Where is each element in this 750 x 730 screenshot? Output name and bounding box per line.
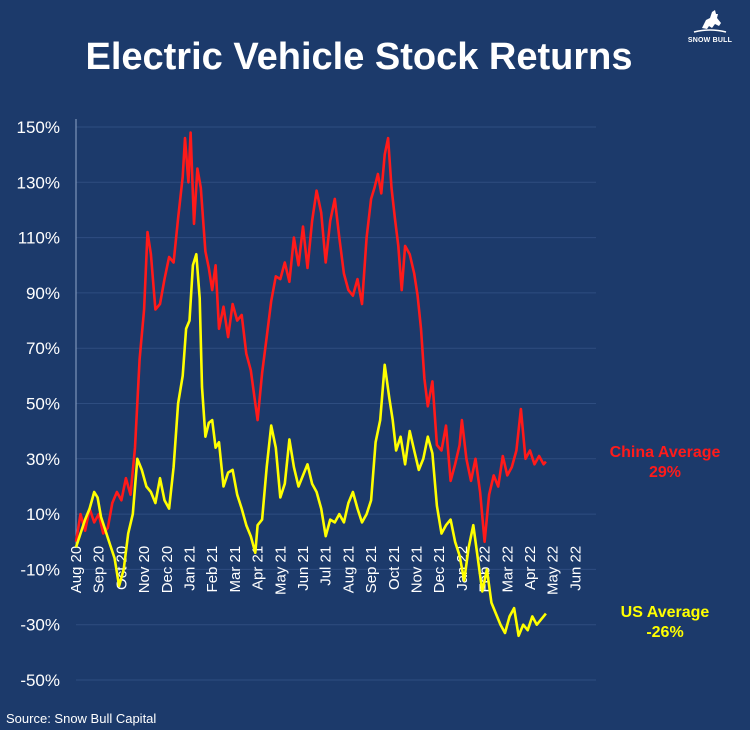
y-tick-label: -50%: [20, 671, 60, 690]
logo-text: SNOW BULL: [687, 37, 733, 44]
x-tick-label: Dec 20: [159, 546, 176, 594]
x-tick-label: Dec 21: [431, 546, 448, 594]
x-tick-label: Nov 20: [136, 546, 153, 594]
y-tick-label: 150%: [17, 118, 60, 137]
y-tick-label: -10%: [20, 560, 60, 579]
x-tick-label: Jan 21: [182, 546, 199, 591]
x-tick-label: Mar 22: [499, 546, 516, 593]
x-tick-label: Mar 21: [227, 546, 244, 593]
x-tick-label: Oct 21: [386, 546, 403, 590]
x-tick-label: Aug 20: [68, 546, 85, 594]
y-tick-label: 30%: [26, 450, 60, 469]
x-axis-tick-labels: Aug 20 Sep 20 Oct 20 Nov 20 Dec 20 Jan 21 Feb …: [68, 546, 584, 595]
x-tick-label: Jul 21: [318, 546, 335, 586]
x-tick-label: Jun 22: [567, 546, 584, 591]
us-average-value: -26%: [646, 624, 684, 641]
china-average-value: 29%: [648, 464, 682, 481]
brand-logo: SNOW BULL: [680, 6, 740, 54]
us-average-line: [74, 252, 547, 638]
china-average-name: China Average: [609, 444, 721, 461]
china-average-label: China Average 29%: [590, 443, 740, 483]
x-tick-label: Sep 20: [91, 546, 108, 594]
us-average-name: US Average: [620, 604, 710, 621]
x-tick-label: Apr 21: [250, 546, 267, 590]
x-tick-label: May 22: [545, 546, 562, 595]
y-tick-label: 50%: [26, 395, 60, 414]
series-lines: [74, 131, 547, 638]
x-tick-label: Apr 22: [522, 546, 539, 590]
y-tick-label: -30%: [20, 616, 60, 635]
x-tick-label: Nov 21: [409, 546, 426, 594]
x-tick-label: May 21: [272, 546, 289, 595]
x-tick-label: Jun 21: [295, 546, 312, 591]
x-tick-label: Aug 21: [340, 546, 357, 594]
china-average-line: [74, 131, 547, 544]
x-tick-label: Feb 21: [204, 546, 221, 593]
us-average-label: US Average -26%: [590, 603, 740, 643]
x-tick-label: Sep 21: [363, 546, 380, 594]
y-tick-label: 90%: [26, 284, 60, 303]
chart-title: Electric Vehicle Stock Returns: [85, 36, 633, 78]
source-note: Source: Snow Bull Capital: [6, 711, 157, 726]
y-axis-tick-labels: -50% -30% -10% 10% 30% 50% 70% 90% 110% 130% 150%: [17, 118, 60, 690]
y-tick-label: 10%: [26, 505, 60, 524]
snow-bull-logo-icon: [693, 10, 727, 33]
y-tick-label: 110%: [18, 229, 60, 248]
y-tick-label: 130%: [17, 173, 60, 192]
y-tick-label: 70%: [26, 339, 60, 358]
